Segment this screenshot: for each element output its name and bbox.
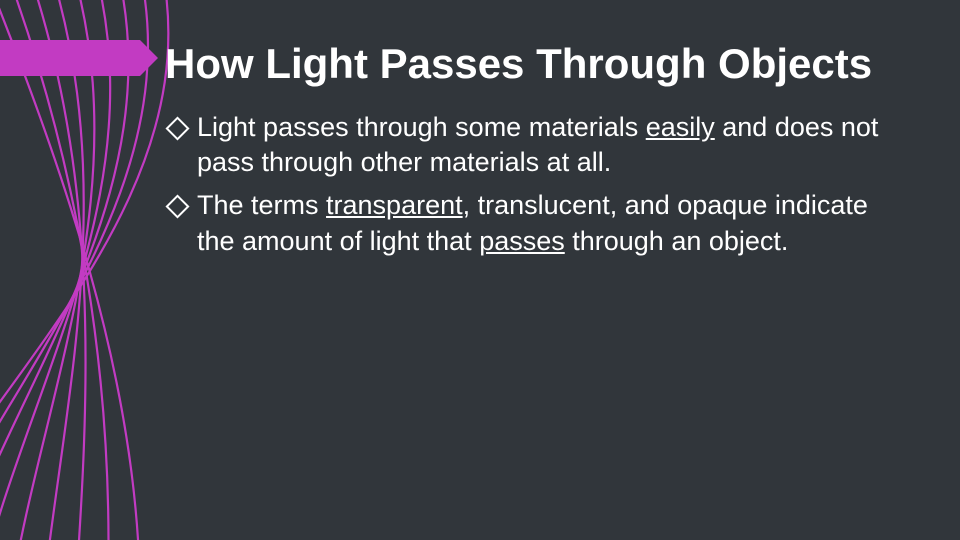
bullet-text-segment: transparent <box>326 190 463 220</box>
bullet-text-segment: through an object. <box>565 226 789 256</box>
bullet-item: Light passes through some materials easi… <box>165 110 900 180</box>
bullet-list: Light passes through some materials easi… <box>165 110 900 258</box>
slide-title: How Light Passes Through Objects <box>165 40 900 88</box>
bullet-text-segment: easily <box>646 112 715 142</box>
bullet-text-segment: passes <box>479 226 565 256</box>
bullet-text-segment: The terms <box>197 190 326 220</box>
bullet-text-segment: Light passes through some materials <box>197 112 646 142</box>
title-accent-bar <box>0 40 140 76</box>
slide-content: How Light Passes Through Objects Light p… <box>165 40 900 267</box>
bullet-item: The terms transparent, translucent, and … <box>165 188 900 258</box>
